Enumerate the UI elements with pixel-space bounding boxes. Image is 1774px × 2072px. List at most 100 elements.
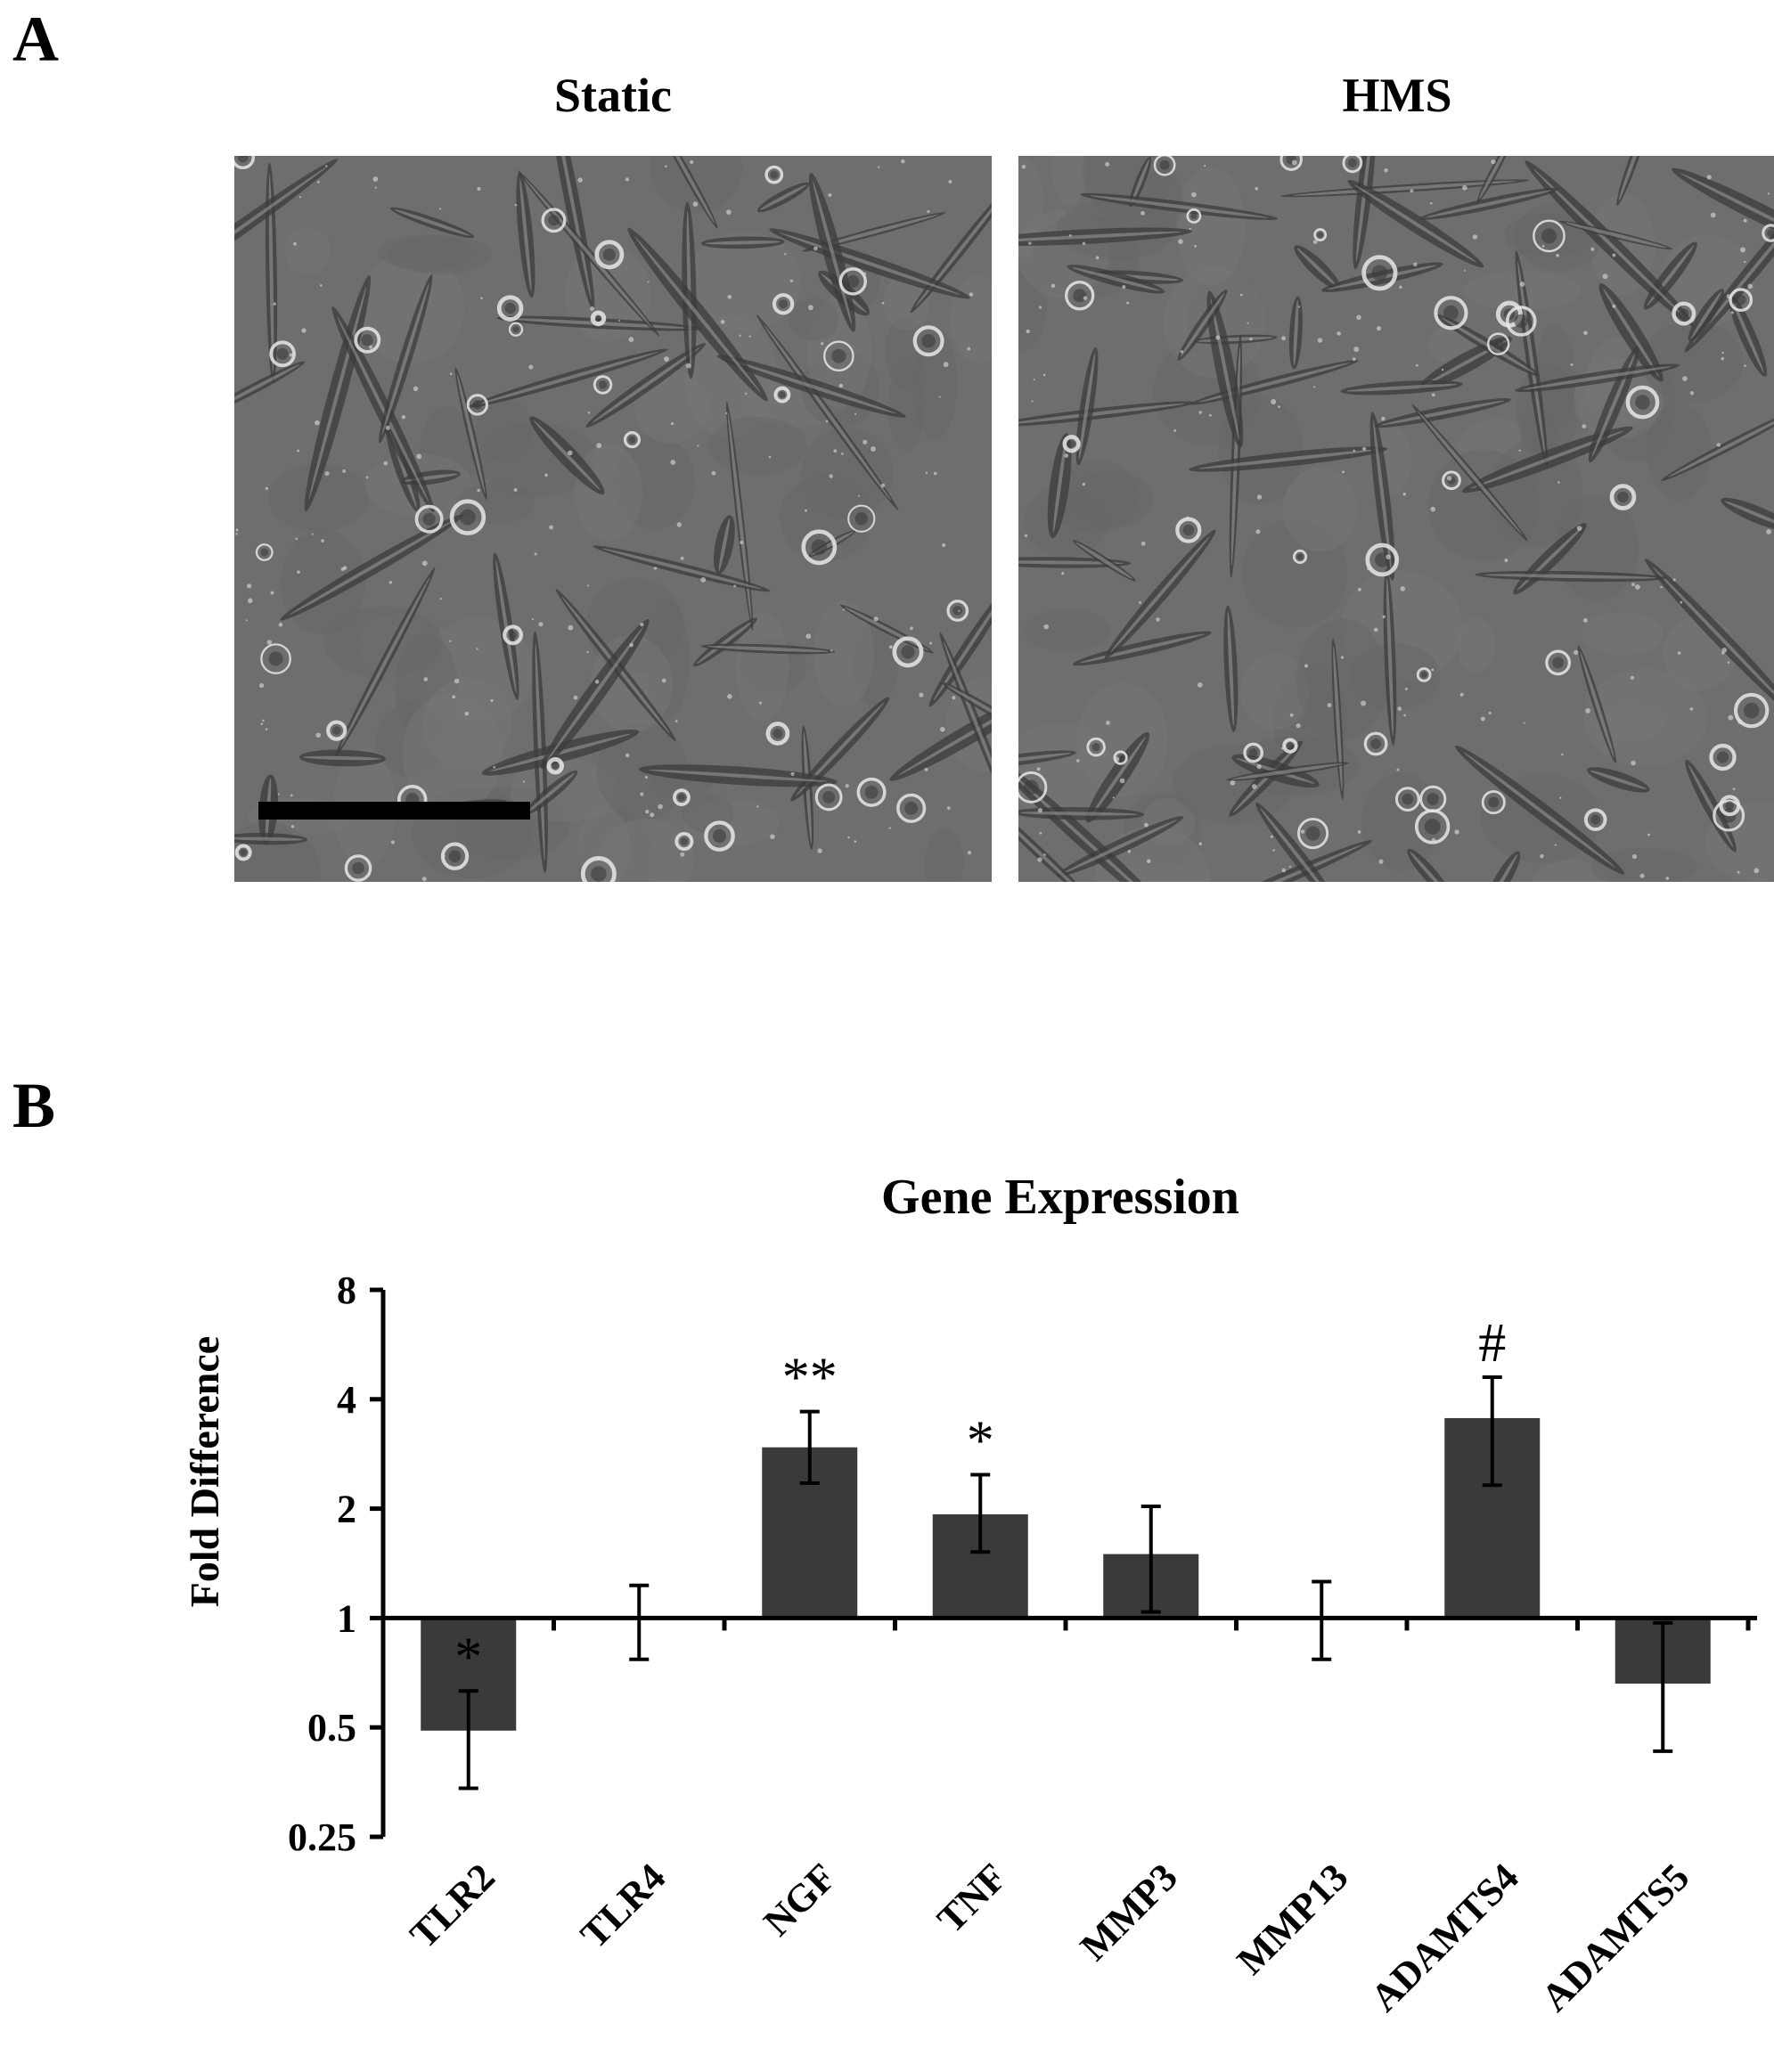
- speck: [1747, 283, 1753, 290]
- speck: [390, 840, 396, 844]
- round-cell-core: [1420, 672, 1427, 678]
- round-cell-core: [504, 302, 516, 314]
- round-cell-core: [1371, 265, 1388, 281]
- cell-highlight: [601, 548, 762, 590]
- cell-body: [234, 833, 307, 845]
- cell-highlight: [705, 241, 781, 245]
- cell-highlight: [381, 282, 429, 436]
- speck: [273, 302, 276, 306]
- cell-body: [529, 416, 605, 495]
- round-cell: [414, 504, 444, 534]
- round-cell: [593, 375, 613, 395]
- speck: [1396, 768, 1400, 771]
- speck: [1095, 256, 1100, 260]
- speck: [1721, 356, 1725, 361]
- round-cell: [856, 777, 887, 807]
- hms-micrograph: [1018, 156, 1774, 882]
- cell: [1018, 757, 1173, 882]
- speck: [854, 840, 857, 844]
- speck: [924, 767, 928, 771]
- cell-highlight: [1463, 752, 1616, 869]
- round-cell: [1365, 542, 1400, 577]
- speck: [726, 209, 732, 215]
- x-tick-label-mmp13: MMP13: [1229, 1855, 1356, 1982]
- round-cell-core: [677, 794, 685, 802]
- round-cell: [1342, 156, 1363, 174]
- speck: [745, 392, 748, 395]
- cell-highlight: [1227, 611, 1234, 726]
- speck: [1198, 411, 1202, 414]
- speck: [1024, 534, 1028, 537]
- round-cell-core: [1182, 524, 1195, 536]
- round-cell: [1442, 470, 1461, 491]
- background-blotch: [474, 396, 533, 462]
- round-cell-core: [237, 156, 249, 163]
- round-cell: [1481, 790, 1506, 815]
- cell: [1018, 557, 1132, 568]
- speck: [854, 412, 857, 415]
- round-cell-core: [1067, 440, 1075, 448]
- speck: [593, 317, 596, 321]
- speck: [1518, 449, 1521, 453]
- cell-highlight: [1346, 384, 1458, 392]
- speck: [1400, 586, 1406, 591]
- round-cell-core: [1716, 751, 1729, 763]
- speck: [1721, 651, 1725, 655]
- speck: [1743, 218, 1747, 223]
- round-cell: [838, 267, 867, 296]
- speck: [1631, 760, 1636, 766]
- cell-highlight: [796, 702, 885, 796]
- cell-body: [700, 236, 785, 249]
- speck: [594, 680, 600, 684]
- cell-highlight: [592, 347, 700, 423]
- x-tick-label-adamts5: ADAMTS5: [1533, 1855, 1697, 2019]
- round-cell: [1486, 332, 1510, 355]
- speck: [1682, 376, 1688, 381]
- cell-highlight: [696, 620, 755, 665]
- cell: [1558, 220, 1673, 250]
- round-cell-core: [712, 828, 727, 844]
- round-cell-core: [779, 391, 786, 398]
- speck: [234, 163, 236, 167]
- speck: [449, 640, 452, 642]
- speck: [733, 584, 737, 588]
- speck: [1215, 335, 1221, 340]
- cell: [1476, 156, 1513, 203]
- speck: [1068, 233, 1072, 237]
- cell: [524, 770, 578, 815]
- cell-highlight: [1231, 763, 1343, 780]
- round-cell: [260, 643, 291, 674]
- x-tick-label-tlr2: TLR2: [402, 1855, 503, 1956]
- x-tick-label-mmp3: MMP3: [1072, 1855, 1186, 1969]
- speck: [538, 622, 544, 627]
- round-cell-core: [921, 334, 936, 348]
- speck: [383, 461, 388, 466]
- speck: [1376, 326, 1382, 331]
- speck: [1413, 262, 1418, 267]
- background-blotch: [800, 428, 894, 519]
- background-blotch: [455, 482, 535, 524]
- round-cell: [594, 240, 625, 270]
- round-cell: [1243, 742, 1263, 763]
- speck: [449, 372, 453, 375]
- cell-body: [585, 343, 706, 428]
- speck: [1105, 161, 1110, 167]
- cell-body: [1223, 605, 1239, 732]
- cell-body: [516, 172, 535, 298]
- cell-highlight: [1296, 248, 1338, 287]
- speck: [1112, 796, 1115, 799]
- speck: [821, 342, 824, 346]
- speck: [1740, 247, 1745, 253]
- cell: [516, 172, 535, 298]
- round-cell: [1175, 517, 1202, 543]
- speck: [1037, 807, 1043, 813]
- x-tick-label-adamts4: ADAMTS4: [1362, 1855, 1527, 2019]
- speck: [413, 386, 419, 392]
- speck: [828, 192, 832, 198]
- speck: [1454, 829, 1459, 835]
- speck: [1082, 482, 1086, 486]
- cell: [1229, 740, 1303, 817]
- speck: [1585, 708, 1590, 714]
- cell: [1587, 767, 1650, 793]
- significance-marker: *: [454, 1627, 482, 1687]
